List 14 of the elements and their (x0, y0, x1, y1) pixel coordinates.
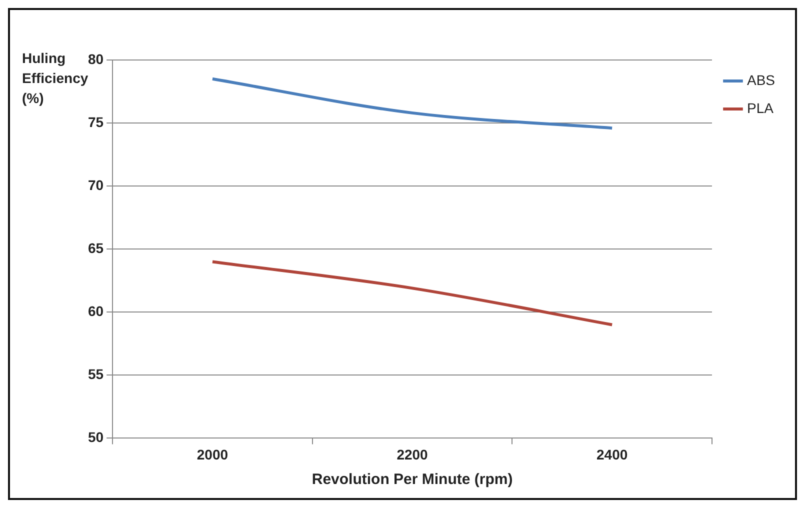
y-tick-label: 60 (88, 302, 104, 319)
y-axis-title: Huling Efficiency (%) (22, 50, 88, 106)
x-tick-label: 2200 (396, 446, 428, 462)
y-tick-label: 65 (88, 240, 104, 256)
y-tick-label: 50 (88, 429, 104, 446)
y-tick-label: 80 (88, 50, 104, 67)
x-tick-label: 2000 (196, 446, 228, 462)
legend-label: PLA (746, 100, 774, 116)
x-axis-title: Revolution Per Minute (rpm) (312, 471, 513, 488)
y-tick-label: 70 (88, 176, 104, 193)
y-tick-label: 75 (88, 114, 104, 130)
legend-label: ABS (746, 72, 775, 88)
y-tick-label: 55 (88, 366, 104, 382)
x-tick-label: 2400 (596, 446, 628, 462)
